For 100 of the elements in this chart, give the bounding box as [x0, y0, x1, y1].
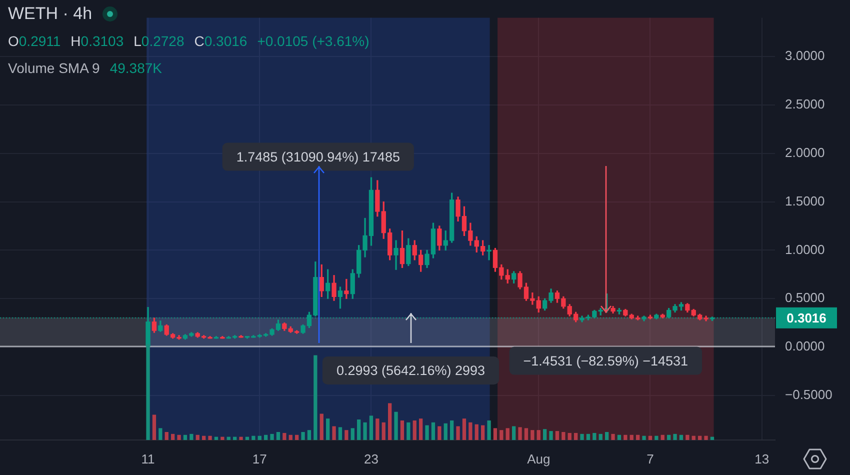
bar: [493, 428, 498, 440]
bar: [406, 422, 410, 440]
bar: [456, 426, 460, 440]
bar: [642, 436, 646, 440]
bar: [666, 434, 671, 440]
bar: [425, 425, 429, 440]
bar: [220, 436, 224, 440]
bar: [431, 422, 436, 440]
bar: [673, 434, 677, 440]
bar: [196, 434, 200, 440]
bar: [239, 436, 243, 440]
bar: [382, 422, 386, 440]
bar: [344, 430, 348, 440]
bar: [686, 434, 690, 440]
bar: [530, 430, 534, 440]
bar: [369, 416, 374, 440]
bar: [580, 434, 584, 440]
x-tick-label: 23: [364, 451, 378, 466]
bar: [258, 436, 262, 440]
bar: [555, 431, 560, 440]
y-tick-label: −0.5000: [785, 387, 832, 402]
x-tick-label: 7: [646, 451, 654, 466]
candlestick: [394, 240, 398, 270]
bar: [586, 434, 590, 440]
bar: [208, 436, 212, 440]
bar: [363, 422, 367, 440]
bar: [394, 412, 398, 440]
bar: [524, 428, 528, 440]
bar: [388, 403, 392, 440]
bar: [592, 432, 596, 440]
bar: [444, 423, 448, 440]
bar: [202, 436, 206, 440]
bar: [332, 426, 336, 440]
bar: [679, 434, 684, 440]
candlestick: [344, 278, 349, 299]
annotation: C0.3016: [194, 33, 248, 49]
annotation: Volume SMA 9: [8, 60, 100, 76]
bar: [252, 436, 256, 440]
bar: [152, 414, 156, 440]
bar: [350, 428, 354, 440]
bar: [568, 432, 572, 440]
bar: [630, 434, 634, 440]
bar: [542, 429, 547, 440]
bar: [468, 422, 472, 440]
band-label: −1.4531 (−82.59%) −14531: [523, 354, 688, 369]
bar: [480, 425, 485, 440]
bar: [164, 432, 168, 440]
bar: [264, 434, 268, 440]
bar: [474, 424, 478, 440]
y-tick-label: 1.5000: [785, 193, 825, 208]
bar: [326, 418, 330, 440]
bar: [276, 432, 280, 440]
ref-line-label: 0.3016: [786, 310, 826, 326]
bar: [270, 434, 274, 440]
bar: [500, 430, 504, 440]
band-label: 0.2993 (5642.16%) 2993: [336, 363, 486, 378]
candlestick: [486, 245, 492, 260]
bar: [170, 434, 175, 440]
bar: [536, 430, 540, 440]
bar: [400, 420, 404, 440]
band-label: 1.7485 (31090.94%) 17485: [236, 150, 400, 165]
bar: [487, 420, 491, 440]
bar: [549, 431, 553, 440]
bar: [301, 432, 305, 440]
bar: [704, 436, 708, 440]
bar: [190, 434, 194, 440]
bar: [376, 418, 380, 440]
y-tick-label: 0.0000: [785, 338, 825, 354]
annotation: O0.2911: [8, 33, 61, 49]
bar: [648, 436, 652, 440]
bar: [604, 432, 609, 440]
bar: [412, 420, 416, 440]
y-tick-label: 0.5000: [785, 290, 825, 306]
bar: [692, 436, 696, 440]
y-tick-label: 2.0000: [785, 144, 825, 160]
bar: [338, 427, 342, 440]
bar: [598, 434, 602, 440]
bar: [617, 434, 622, 440]
y-tick-label: 3.0000: [785, 48, 825, 64]
x-tick-label: 13: [754, 451, 770, 466]
bar: [506, 428, 510, 440]
bar: [654, 436, 658, 440]
y-tick-label: 1.0000: [785, 242, 825, 257]
bar: [462, 418, 466, 440]
bar: [450, 420, 454, 440]
bar: [611, 434, 615, 440]
bar: [307, 430, 312, 440]
annotation: L0.2728: [134, 33, 184, 49]
bar: [288, 434, 292, 440]
chart-title: WETH · 4h: [8, 4, 92, 24]
bar: [158, 428, 162, 440]
x-tick-label: 17: [252, 451, 267, 466]
bar: [512, 426, 516, 440]
annotation: +0.0105 (+3.61%): [257, 33, 370, 49]
bar: [314, 355, 318, 440]
bar: [698, 436, 702, 440]
x-tick-label: Aug: [527, 451, 550, 466]
annotation: H0.3103: [70, 33, 124, 49]
bar: [320, 414, 324, 440]
bar: [636, 434, 640, 440]
